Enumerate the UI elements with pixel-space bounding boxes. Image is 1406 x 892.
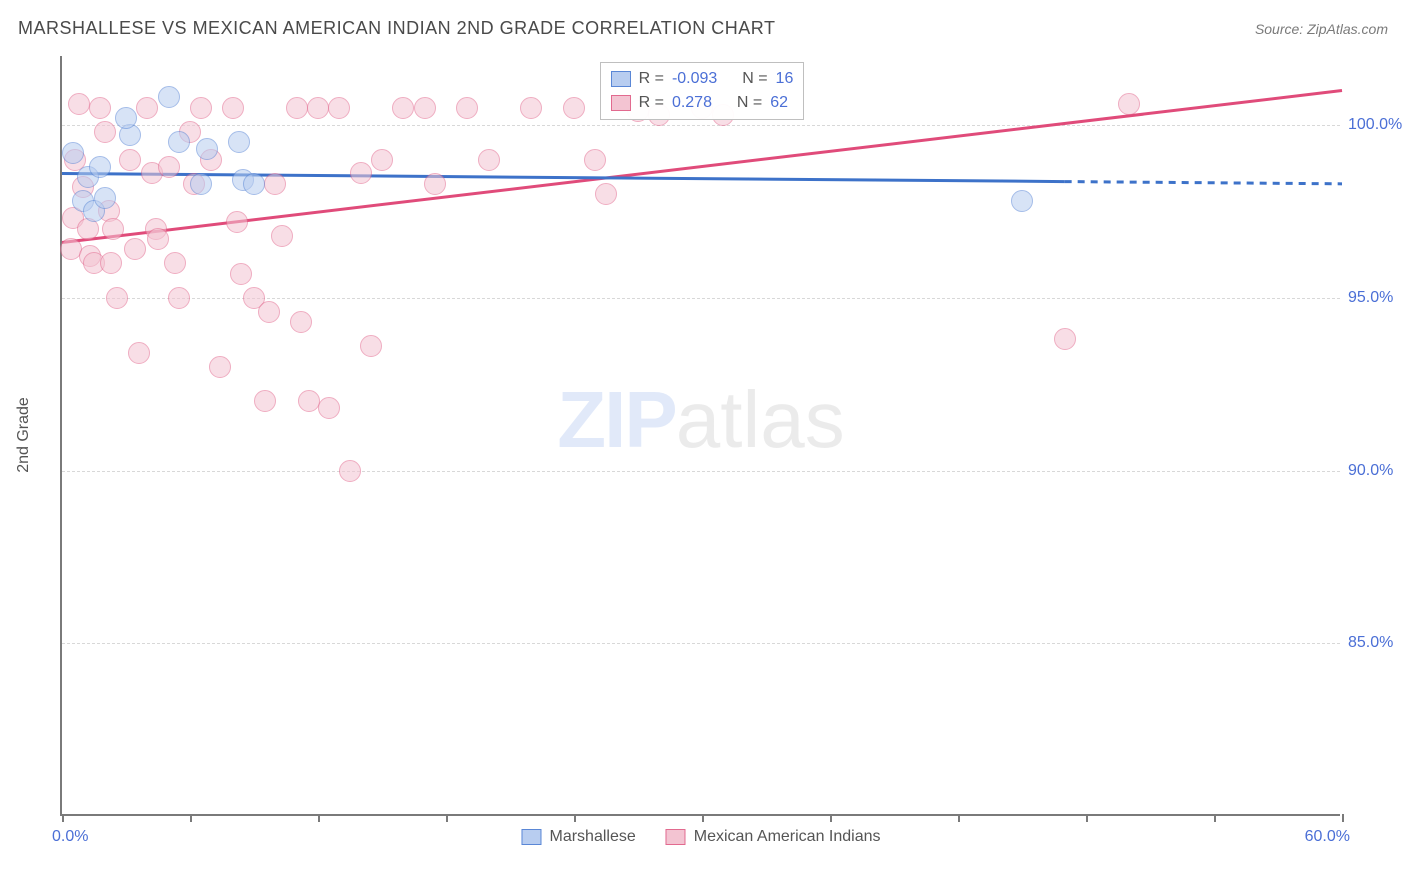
data-point — [228, 131, 250, 153]
data-point — [1054, 328, 1076, 350]
y-tick-label: 95.0% — [1348, 289, 1406, 307]
legend-bottom: Marshallese Mexican American Indians — [521, 828, 880, 846]
data-point — [307, 97, 329, 119]
data-point — [230, 263, 252, 285]
data-point — [62, 142, 84, 164]
chart-title: MARSHALLESE VS MEXICAN AMERICAN INDIAN 2… — [18, 18, 775, 39]
data-point — [1118, 93, 1140, 115]
data-point — [100, 252, 122, 274]
data-point — [124, 238, 146, 260]
data-point — [89, 97, 111, 119]
data-point — [339, 460, 361, 482]
data-point — [226, 211, 248, 233]
data-point — [243, 173, 265, 195]
data-point — [392, 97, 414, 119]
data-point — [520, 97, 542, 119]
data-point — [190, 173, 212, 195]
data-point — [164, 252, 186, 274]
data-point — [115, 107, 137, 129]
data-point — [1011, 190, 1033, 212]
data-point — [106, 287, 128, 309]
data-point — [119, 149, 141, 171]
data-point — [222, 97, 244, 119]
y-tick-label: 90.0% — [1348, 462, 1406, 480]
data-point — [350, 162, 372, 184]
data-point — [264, 173, 286, 195]
legend-item: Mexican American Indians — [666, 828, 881, 846]
data-point — [190, 97, 212, 119]
y-tick-label: 85.0% — [1348, 634, 1406, 652]
data-point — [89, 156, 111, 178]
data-point — [563, 97, 585, 119]
scatter-plot: 2nd Grade ZIPatlas 0.0% 60.0% Marshalles… — [60, 56, 1340, 816]
x-axis-min-label: 0.0% — [52, 828, 88, 846]
data-point — [414, 97, 436, 119]
data-point — [196, 138, 218, 160]
legend-row: R = 0.278 N = 62 — [611, 91, 794, 115]
data-point — [147, 228, 169, 250]
data-point — [328, 97, 350, 119]
data-point — [68, 93, 90, 115]
data-point — [168, 287, 190, 309]
data-point — [128, 342, 150, 364]
data-point — [94, 187, 116, 209]
legend-inset: R = -0.093 N = 16R = 0.278 N = 62 — [600, 62, 805, 120]
x-axis-max-label: 60.0% — [1305, 828, 1350, 846]
data-point — [102, 218, 124, 240]
data-point — [456, 97, 478, 119]
data-point — [258, 301, 280, 323]
data-point — [478, 149, 500, 171]
data-point — [271, 225, 293, 247]
y-tick-label: 100.0% — [1348, 116, 1406, 134]
source-label: Source: ZipAtlas.com — [1255, 21, 1388, 37]
legend-row: R = -0.093 N = 16 — [611, 67, 794, 91]
data-point — [371, 149, 393, 171]
data-point — [584, 149, 606, 171]
data-point — [136, 97, 158, 119]
data-point — [209, 356, 231, 378]
data-point — [595, 183, 617, 205]
x-tick — [1342, 814, 1344, 822]
data-point — [158, 86, 180, 108]
data-point — [94, 121, 116, 143]
y-axis-title: 2nd Grade — [15, 397, 33, 473]
legend-item: Marshallese — [521, 828, 635, 846]
data-point — [158, 156, 180, 178]
data-point — [168, 131, 190, 153]
trend-lines — [62, 56, 1342, 816]
data-point — [424, 173, 446, 195]
data-point — [318, 397, 340, 419]
data-point — [286, 97, 308, 119]
data-point — [360, 335, 382, 357]
data-point — [254, 390, 276, 412]
data-point — [290, 311, 312, 333]
